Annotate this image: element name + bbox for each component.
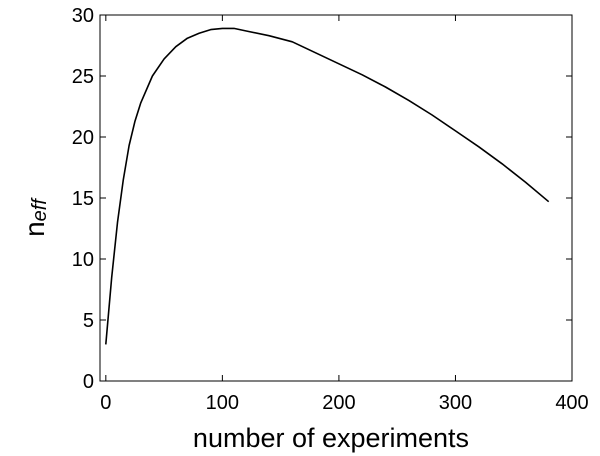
y-axis-label-main: n [19,221,50,237]
x-tick-label: 100 [206,392,239,414]
x-tick-label: 0 [100,392,111,414]
y-tick-label: 30 [72,5,94,27]
y-tick-label: 15 [72,188,94,210]
y-tick-label: 10 [72,249,94,271]
series-group [105,27,550,345]
x-tick-label: 400 [555,392,588,414]
y-tick-label: 0 [83,371,94,393]
y-axis-label: neff [19,197,51,237]
axis-ticks: 0 100 200 300 400 0 5 10 15 20 25 30 [72,5,589,414]
y-tick-label: 20 [72,127,94,149]
y-axis-label-subscript: eff [29,197,51,222]
x-axis-label: number of experiments [193,423,469,453]
x-tick-label: 200 [322,392,355,414]
x-tick-label: 300 [439,392,472,414]
series-line [105,27,550,345]
y-tick-label: 5 [83,310,94,332]
y-tick-label: 25 [72,66,94,88]
plot-frame [99,14,573,382]
